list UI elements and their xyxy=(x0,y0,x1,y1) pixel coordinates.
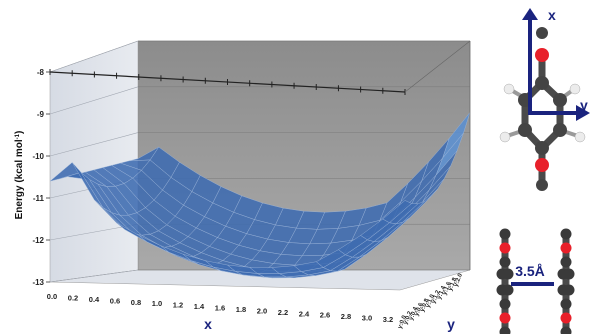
distance-label: 3.5Å xyxy=(515,263,545,279)
surface-patch xyxy=(382,200,412,223)
y-tick-label: y:1.2 xyxy=(431,289,442,305)
y-tick-label: y:1.4 xyxy=(436,285,447,301)
hydrogen-atom xyxy=(503,83,515,95)
stacked-atom xyxy=(502,268,514,280)
x-tick-label: 0.6 xyxy=(110,296,120,305)
y-tick-label: y:1.0 xyxy=(425,293,436,309)
oxygen-atom xyxy=(535,48,549,62)
stacked-atom xyxy=(499,228,511,240)
x-tick-label: 2.8 xyxy=(341,312,351,321)
stacked-atom xyxy=(560,256,572,268)
x-tick-label: 3.0 xyxy=(362,314,372,323)
stacked-atom xyxy=(499,312,511,324)
stacked-atom xyxy=(560,312,572,324)
x-tick-label: 2.2 xyxy=(278,308,288,317)
z-tick-label: -10 xyxy=(32,152,44,161)
carbon-atom xyxy=(518,123,532,137)
z-tick-label: -8 xyxy=(37,68,45,77)
stacked-atom xyxy=(560,326,572,334)
hydrogen-atom xyxy=(574,131,586,143)
z-tick-label: -11 xyxy=(33,194,45,203)
x-tick-label: 1.2 xyxy=(173,301,183,310)
z-tick-label: -13 xyxy=(32,278,44,287)
y-tick-label: y:1.6 xyxy=(442,281,453,297)
carbon-atom xyxy=(553,93,567,107)
energy-surface xyxy=(49,112,471,279)
inset-y-letter: y xyxy=(580,97,588,113)
x-axis-ticks: 0.0 0.2 0.4 0.6 0.8 1.0 1.2 1.4 1.6 1.8 2.0 2.2 2.4 2… xyxy=(47,292,393,324)
y-tick-label: y:0.4 xyxy=(408,306,419,322)
z-axis-label: Energy (kcal mol-1) xyxy=(14,131,25,220)
z-axis-ticks: -8 -9 -10 -11 -12 -13 xyxy=(32,68,50,287)
x-axis-letter: x xyxy=(204,316,212,332)
stacked-atom xyxy=(560,228,572,240)
y-tick-label: y:0.2 xyxy=(403,310,414,326)
carbon-atom xyxy=(535,141,549,155)
y-tick-label: y:0.0 xyxy=(397,314,408,330)
carbon-atom xyxy=(536,179,548,191)
x-tick-label: 2.4 xyxy=(299,309,310,318)
z-tick-label: -9 xyxy=(37,110,45,119)
carbon-atom xyxy=(553,123,567,137)
x-tick-label: 1.0 xyxy=(152,299,162,308)
molecule-stack-view xyxy=(496,228,575,334)
y-tick-label: y:0.6 xyxy=(414,302,425,318)
y-tick-label: y:1.8 xyxy=(448,276,459,292)
y-axis-ticks: y:0.0y:0.2y:0.4y:0.6y:0.8y:1.0y:1.2y:1.4… xyxy=(397,272,464,330)
y-axis-letter: y xyxy=(447,316,455,332)
oxygen-atom xyxy=(535,158,549,172)
stacked-atom xyxy=(563,268,575,280)
x-tick-label: 3.2 xyxy=(383,315,393,324)
molecule-top-view: x y xyxy=(499,7,590,191)
x-tick-label: 0.0 xyxy=(47,292,57,301)
carbon-atom xyxy=(535,76,549,90)
z-tick-label: -12 xyxy=(32,236,44,245)
stacked-atom xyxy=(499,326,511,334)
x-tick-label: 1.6 xyxy=(215,304,225,313)
stacked-atom xyxy=(560,298,572,310)
y-tick-label: y:2.0 xyxy=(453,272,464,288)
wall-gridline xyxy=(49,269,139,283)
x-tick-label: 1.8 xyxy=(236,305,246,314)
stacked-atom xyxy=(560,242,572,254)
stacked-atom xyxy=(502,284,514,296)
x-tick-label: 2.6 xyxy=(320,311,330,320)
hydrogen-atom xyxy=(499,131,511,143)
stacked-atom xyxy=(563,284,575,296)
x-tick-label: 0.2 xyxy=(68,293,78,302)
carbon-atom xyxy=(536,27,548,39)
x-tick-label: 0.8 xyxy=(131,298,141,307)
stacked-atom xyxy=(499,242,511,254)
inset-x-letter: x xyxy=(548,7,556,23)
wall-gridline xyxy=(49,40,139,73)
x-tick-label: 2.0 xyxy=(257,306,267,315)
y-tick-label: y:0.8 xyxy=(420,297,431,313)
wall-gridline xyxy=(49,86,139,115)
x-tick-label: 0.4 xyxy=(89,295,100,304)
front-top-edge xyxy=(49,40,471,270)
x-tick-label: 1.4 xyxy=(194,302,205,311)
hydrogen-atom xyxy=(569,83,581,95)
wall-gridline xyxy=(49,132,139,157)
stacked-atom xyxy=(499,298,511,310)
stacked-atom xyxy=(499,256,511,268)
